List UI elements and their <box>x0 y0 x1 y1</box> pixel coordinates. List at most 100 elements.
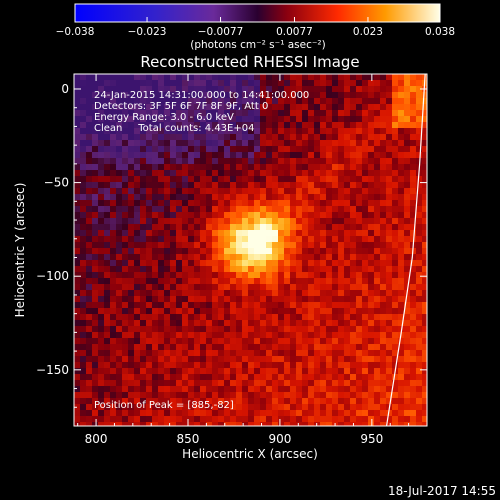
heatmap-cell <box>128 356 135 363</box>
heatmap-cell <box>260 164 267 171</box>
heatmap-cell <box>152 230 159 237</box>
heatmap-cell <box>398 398 405 405</box>
heatmap-cell <box>254 374 261 381</box>
heatmap-cell <box>368 134 375 141</box>
heatmap-cell <box>212 182 219 189</box>
heatmap-cell <box>104 230 111 237</box>
heatmap-cell <box>326 188 333 195</box>
heatmap-cell <box>314 158 321 165</box>
heatmap-cell <box>308 374 315 381</box>
heatmap-cell <box>152 158 159 165</box>
heatmap-cell <box>110 410 117 417</box>
heatmap-cell <box>128 302 135 309</box>
heatmap-cell <box>356 140 363 147</box>
heatmap-cell <box>254 218 261 225</box>
heatmap-cell <box>308 386 315 393</box>
heatmap-cell <box>344 146 351 153</box>
heatmap-cell <box>224 194 231 201</box>
heatmap-cell <box>362 116 369 123</box>
heatmap-cell <box>116 404 123 411</box>
heatmap-cell <box>398 416 405 423</box>
heatmap-cell <box>416 392 423 399</box>
heatmap-cell <box>386 260 393 267</box>
heatmap-cell <box>374 320 381 327</box>
heatmap-cell <box>350 362 357 369</box>
heatmap-cell <box>338 158 345 165</box>
heatmap-cell <box>110 386 117 393</box>
heatmap-cell <box>248 92 255 99</box>
heatmap-cell <box>158 86 165 93</box>
heatmap-cell <box>314 92 321 99</box>
heatmap-cell <box>176 146 183 153</box>
heatmap-cell <box>116 374 123 381</box>
heatmap-cell <box>278 194 285 201</box>
heatmap-cell <box>152 290 159 297</box>
heatmap-cell <box>116 152 123 159</box>
heatmap-cell <box>398 200 405 207</box>
heatmap-cell <box>164 218 171 225</box>
heatmap-cell <box>326 98 333 105</box>
heatmap-cell <box>140 218 147 225</box>
heatmap-cell <box>248 356 255 363</box>
heatmap-cell <box>182 110 189 117</box>
heatmap-cell <box>158 410 165 417</box>
heatmap-cell <box>218 212 225 219</box>
heatmap-cell <box>122 74 129 81</box>
heatmap-cell <box>242 254 249 261</box>
heatmap-cell <box>272 122 279 129</box>
heatmap-cell <box>236 290 243 297</box>
heatmap-cell <box>290 170 297 177</box>
heatmap-cell <box>254 164 261 171</box>
heatmap-cell <box>290 194 297 201</box>
heatmap-cell <box>164 200 171 207</box>
heatmap-cell <box>374 290 381 297</box>
heatmap-cell <box>80 302 87 309</box>
heatmap-cell <box>422 362 427 369</box>
heatmap-cell <box>422 248 427 255</box>
heatmap-cell <box>140 116 147 123</box>
heatmap-cell <box>338 188 345 195</box>
heatmap-cell <box>260 416 267 423</box>
heatmap-cell <box>224 422 231 426</box>
heatmap-cell <box>230 122 237 129</box>
heatmap-cell <box>188 86 195 93</box>
heatmap-cell <box>188 164 195 171</box>
heatmap-cell <box>374 284 381 291</box>
heatmap-cell <box>110 200 117 207</box>
heatmap-cell <box>380 272 387 279</box>
heatmap-cell <box>200 410 207 417</box>
heatmap-cell <box>344 344 351 351</box>
heatmap-cell <box>260 170 267 177</box>
heatmap-cell <box>302 224 309 231</box>
heatmap-cell <box>206 302 213 309</box>
heatmap-cell <box>272 416 279 423</box>
heatmap-cell <box>356 92 363 99</box>
heatmap-cell <box>422 188 427 195</box>
heatmap-cell <box>80 128 87 135</box>
heatmap-cell <box>362 188 369 195</box>
heatmap-cell <box>194 218 201 225</box>
heatmap-cell <box>170 296 177 303</box>
heatmap-cell <box>122 320 129 327</box>
heatmap-cell <box>314 272 321 279</box>
heatmap-cell <box>410 146 417 153</box>
heatmap-cell <box>110 416 117 423</box>
heatmap-cell <box>122 296 129 303</box>
heatmap-cell <box>416 152 423 159</box>
heatmap-cell <box>80 278 87 285</box>
heatmap-cell <box>206 404 213 411</box>
heatmap-cell <box>308 314 315 321</box>
heatmap-cell <box>350 278 357 285</box>
heatmap-cell <box>266 278 273 285</box>
heatmap-cell <box>158 224 165 231</box>
heatmap-cell <box>116 176 123 183</box>
heatmap-cell <box>254 80 261 87</box>
heatmap-cell <box>386 116 393 123</box>
heatmap-cell <box>80 392 87 399</box>
heatmap-cell <box>230 314 237 321</box>
heatmap-cell <box>146 128 153 135</box>
heatmap-cell <box>368 332 375 339</box>
heatmap-cell <box>392 284 399 291</box>
heatmap-cell <box>104 200 111 207</box>
heatmap-cell <box>146 254 153 261</box>
